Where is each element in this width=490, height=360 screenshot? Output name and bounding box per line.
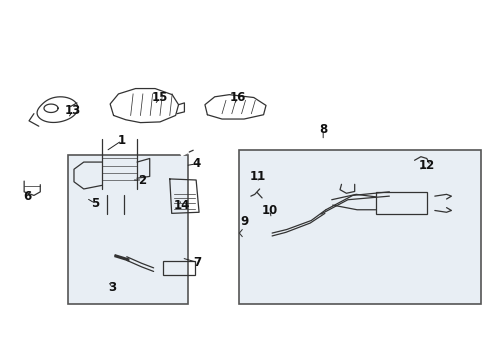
Text: 5: 5 (91, 197, 99, 210)
Text: 2: 2 (138, 174, 147, 186)
Bar (376, 192, 427, 215)
Text: 15: 15 (152, 91, 168, 104)
Bar (68, 155, 188, 304)
Text: 9: 9 (240, 215, 248, 228)
Text: 4: 4 (192, 157, 200, 170)
Text: 8: 8 (319, 123, 327, 136)
Text: 13: 13 (65, 104, 81, 117)
Text: 10: 10 (262, 204, 278, 217)
Text: 11: 11 (250, 170, 267, 183)
Bar (163, 261, 195, 275)
Text: 14: 14 (173, 199, 190, 212)
Text: 12: 12 (418, 159, 435, 172)
Text: 6: 6 (24, 190, 32, 203)
Text: 7: 7 (194, 256, 202, 269)
Text: 3: 3 (108, 281, 116, 294)
Bar (239, 149, 481, 304)
Text: 1: 1 (118, 134, 126, 147)
Text: 16: 16 (229, 91, 246, 104)
